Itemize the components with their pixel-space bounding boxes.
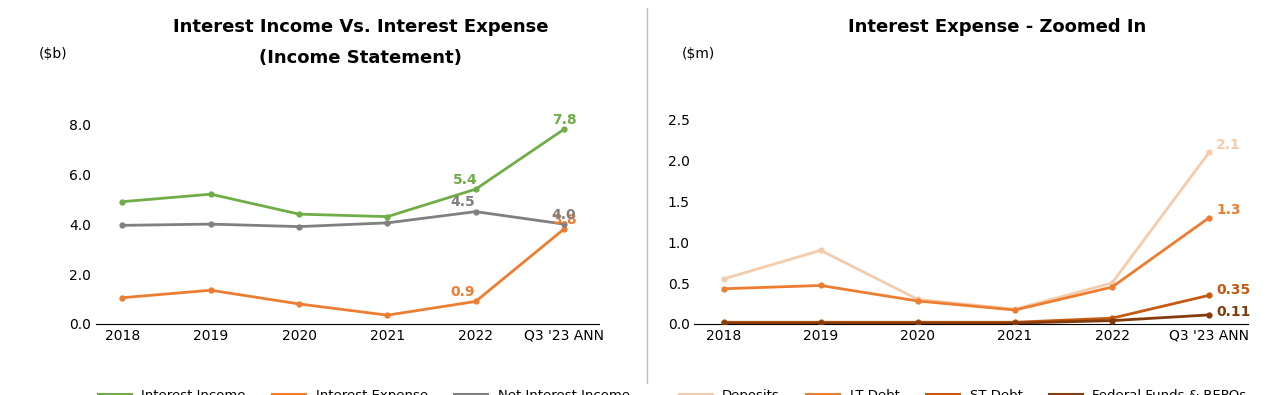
Text: 0.11: 0.11	[1216, 305, 1251, 319]
Text: ($m): ($m)	[681, 47, 714, 61]
Text: 0.35: 0.35	[1216, 283, 1251, 297]
Legend: Deposits, LT Debt, ST Debt, Federal Funds & REPOs: Deposits, LT Debt, ST Debt, Federal Fund…	[673, 384, 1252, 395]
Text: 4.0: 4.0	[552, 208, 576, 222]
Text: 7.8: 7.8	[552, 113, 576, 127]
Legend: Interest Income, Interest Expense, Net Interest Income: Interest Income, Interest Expense, Net I…	[92, 384, 635, 395]
Text: 2.1: 2.1	[1216, 138, 1240, 152]
Text: ($b): ($b)	[38, 47, 67, 61]
Text: 5.4: 5.4	[453, 173, 477, 187]
Text: 4.5: 4.5	[451, 195, 475, 209]
Text: (Income Statement): (Income Statement)	[259, 49, 462, 68]
Text: 3.8: 3.8	[552, 213, 576, 227]
Text: Interest Expense - Zoomed In: Interest Expense - Zoomed In	[847, 18, 1146, 36]
Text: Interest Income Vs. Interest Expense: Interest Income Vs. Interest Expense	[173, 18, 548, 36]
Text: 1.3: 1.3	[1216, 203, 1240, 217]
Text: 0.9: 0.9	[451, 285, 475, 299]
